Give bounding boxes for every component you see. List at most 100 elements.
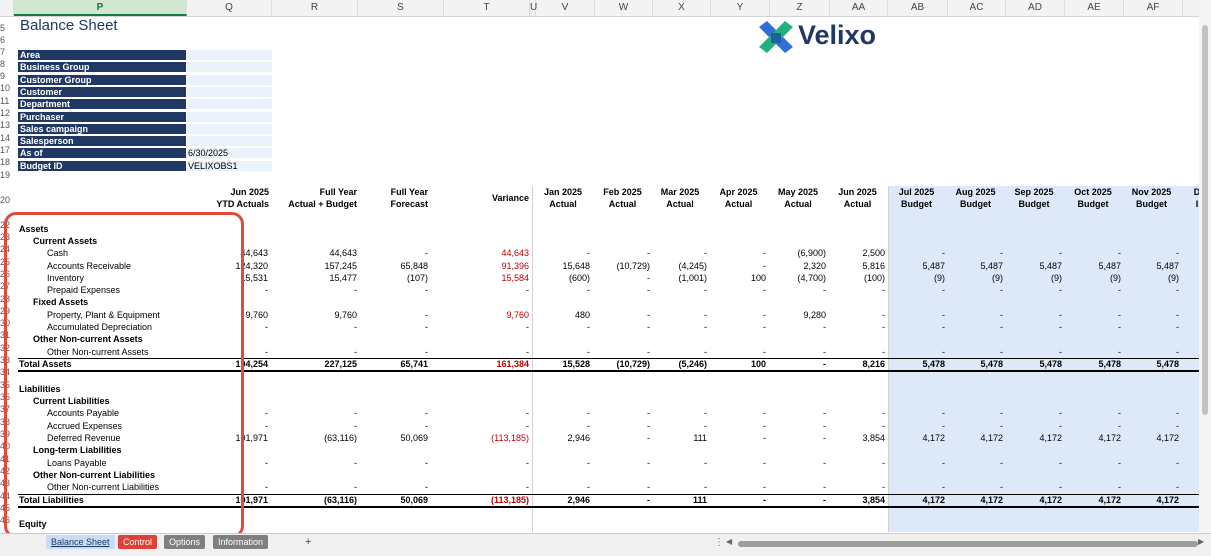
column-header-aa[interactable]: AA [830, 0, 888, 16]
cell-value[interactable]: - [587, 285, 590, 295]
cell-value[interactable]: 5,478 [1039, 359, 1062, 369]
cell-value[interactable]: 100 [750, 273, 766, 283]
cell-value[interactable]: - [942, 421, 945, 431]
filter-value[interactable] [187, 136, 272, 148]
cell-value[interactable]: 4,172 [1098, 433, 1121, 443]
cell-value[interactable]: - [882, 347, 885, 357]
cell-value[interactable]: - [763, 347, 766, 357]
cell-value[interactable]: - [265, 458, 268, 468]
tab-options-icon[interactable]: ⋮ [714, 537, 724, 548]
cell-value[interactable]: - [1118, 248, 1121, 258]
cell-value[interactable]: - [1000, 285, 1003, 295]
cell-value[interactable]: 44,643 [240, 248, 268, 258]
cell-value[interactable]: - [1118, 310, 1121, 320]
cell-value[interactable]: 5,816 [862, 261, 885, 271]
cell-value[interactable]: 101,971 [235, 433, 268, 443]
cell-value[interactable]: (6,900) [797, 248, 826, 258]
cell-value[interactable]: - [647, 347, 650, 357]
add-sheet-button[interactable]: + [305, 536, 312, 548]
cell-value[interactable]: - [354, 482, 357, 492]
cell-value[interactable]: 100 [750, 359, 766, 369]
cell-value[interactable]: 5,487 [1039, 261, 1062, 271]
vertical-scroll-thumb[interactable] [1202, 25, 1208, 415]
row-number[interactable]: 17 [0, 145, 11, 155]
cell-value[interactable]: (600) [568, 273, 590, 283]
cell-value[interactable]: 9,760 [334, 310, 357, 320]
sheet-tab-options[interactable]: Options [164, 535, 206, 549]
cell-value[interactable]: - [354, 421, 357, 431]
cell-value[interactable]: (113,185) [491, 433, 529, 443]
cell-value[interactable]: - [587, 347, 590, 357]
cell-value[interactable]: - [823, 347, 826, 357]
cell-value[interactable]: - [354, 322, 357, 332]
cell-value[interactable]: - [763, 495, 766, 505]
cell-value[interactable]: (100) [863, 273, 885, 283]
cell-value[interactable]: (1,001) [678, 273, 707, 283]
cell-value[interactable]: - [704, 285, 707, 295]
row-number[interactable]: 6 [0, 35, 6, 45]
cell-value[interactable]: - [823, 482, 826, 492]
cell-value[interactable]: - [882, 482, 885, 492]
cell-value[interactable]: - [647, 495, 650, 505]
cell-value[interactable]: 15,528 [562, 359, 590, 369]
cell-value[interactable]: 9,280 [803, 310, 826, 320]
cell-value[interactable]: - [526, 421, 529, 431]
column-header-af[interactable]: AF [1124, 0, 1183, 16]
row-number[interactable]: 19 [0, 170, 11, 180]
cell-value[interactable]: 194,254 [235, 359, 268, 369]
cell-value[interactable]: - [1059, 310, 1062, 320]
cell-value[interactable]: - [1000, 458, 1003, 468]
cell-value[interactable]: (10,729) [616, 359, 650, 369]
cell-value[interactable]: - [265, 285, 268, 295]
row-number[interactable]: 8 [0, 59, 6, 69]
cell-value[interactable]: - [763, 458, 766, 468]
cell-value[interactable]: 5,478 [922, 359, 945, 369]
cell-value[interactable]: - [704, 322, 707, 332]
cell-value[interactable]: - [647, 248, 650, 258]
cell-value[interactable]: - [704, 248, 707, 258]
cell-value[interactable]: 161,384 [496, 359, 529, 369]
cell-value[interactable]: 3,854 [862, 495, 885, 505]
cell-value[interactable]: 15,584 [501, 273, 529, 283]
sheet-tab-information[interactable]: Information [213, 535, 269, 549]
column-header-p[interactable]: P [14, 0, 187, 16]
cell-value[interactable]: 44,643 [501, 248, 529, 258]
cell-value[interactable]: 124,320 [235, 261, 268, 271]
cell-value[interactable]: 4,172 [1098, 495, 1121, 505]
cell-value[interactable]: 5,478 [980, 359, 1003, 369]
cell-value[interactable]: (9) [1168, 273, 1179, 283]
cell-value[interactable]: - [763, 285, 766, 295]
filter-value[interactable]: VELIXOBS1 [187, 160, 272, 172]
cell-value[interactable]: 2,500 [862, 248, 885, 258]
filter-value[interactable]: 6/30/2025 [187, 148, 272, 160]
cell-value[interactable]: 50,069 [400, 495, 428, 505]
filter-value[interactable] [187, 86, 272, 98]
cell-value[interactable]: - [823, 458, 826, 468]
cell-value[interactable]: - [1059, 322, 1062, 332]
cell-value[interactable]: - [1176, 285, 1179, 295]
cell-value[interactable]: - [1118, 347, 1121, 357]
cell-value[interactable]: - [587, 248, 590, 258]
cell-value[interactable]: - [1176, 322, 1179, 332]
cell-value[interactable]: - [704, 408, 707, 418]
cell-value[interactable]: - [647, 322, 650, 332]
cell-value[interactable]: 4,172 [1039, 495, 1062, 505]
cell-value[interactable]: 4,172 [1156, 433, 1179, 443]
cell-value[interactable]: 91,396 [501, 261, 529, 271]
cell-value[interactable]: - [882, 310, 885, 320]
cell-value[interactable]: - [763, 421, 766, 431]
cell-value[interactable]: - [265, 322, 268, 332]
cell-value[interactable]: 5,487 [980, 261, 1003, 271]
cell-value[interactable]: - [704, 310, 707, 320]
cell-value[interactable]: 480 [574, 310, 590, 320]
column-header-t[interactable]: T [444, 0, 530, 16]
cell-value[interactable]: - [942, 408, 945, 418]
cell-value[interactable]: 5,487 [1156, 261, 1179, 271]
cell-value[interactable]: (9) [934, 273, 945, 283]
cell-value[interactable]: - [942, 482, 945, 492]
cell-value[interactable]: - [1000, 322, 1003, 332]
cell-value[interactable]: - [942, 285, 945, 295]
cell-value[interactable]: (9) [1051, 273, 1062, 283]
cell-value[interactable]: - [823, 433, 826, 443]
cell-value[interactable]: (113,185) [490, 495, 529, 505]
